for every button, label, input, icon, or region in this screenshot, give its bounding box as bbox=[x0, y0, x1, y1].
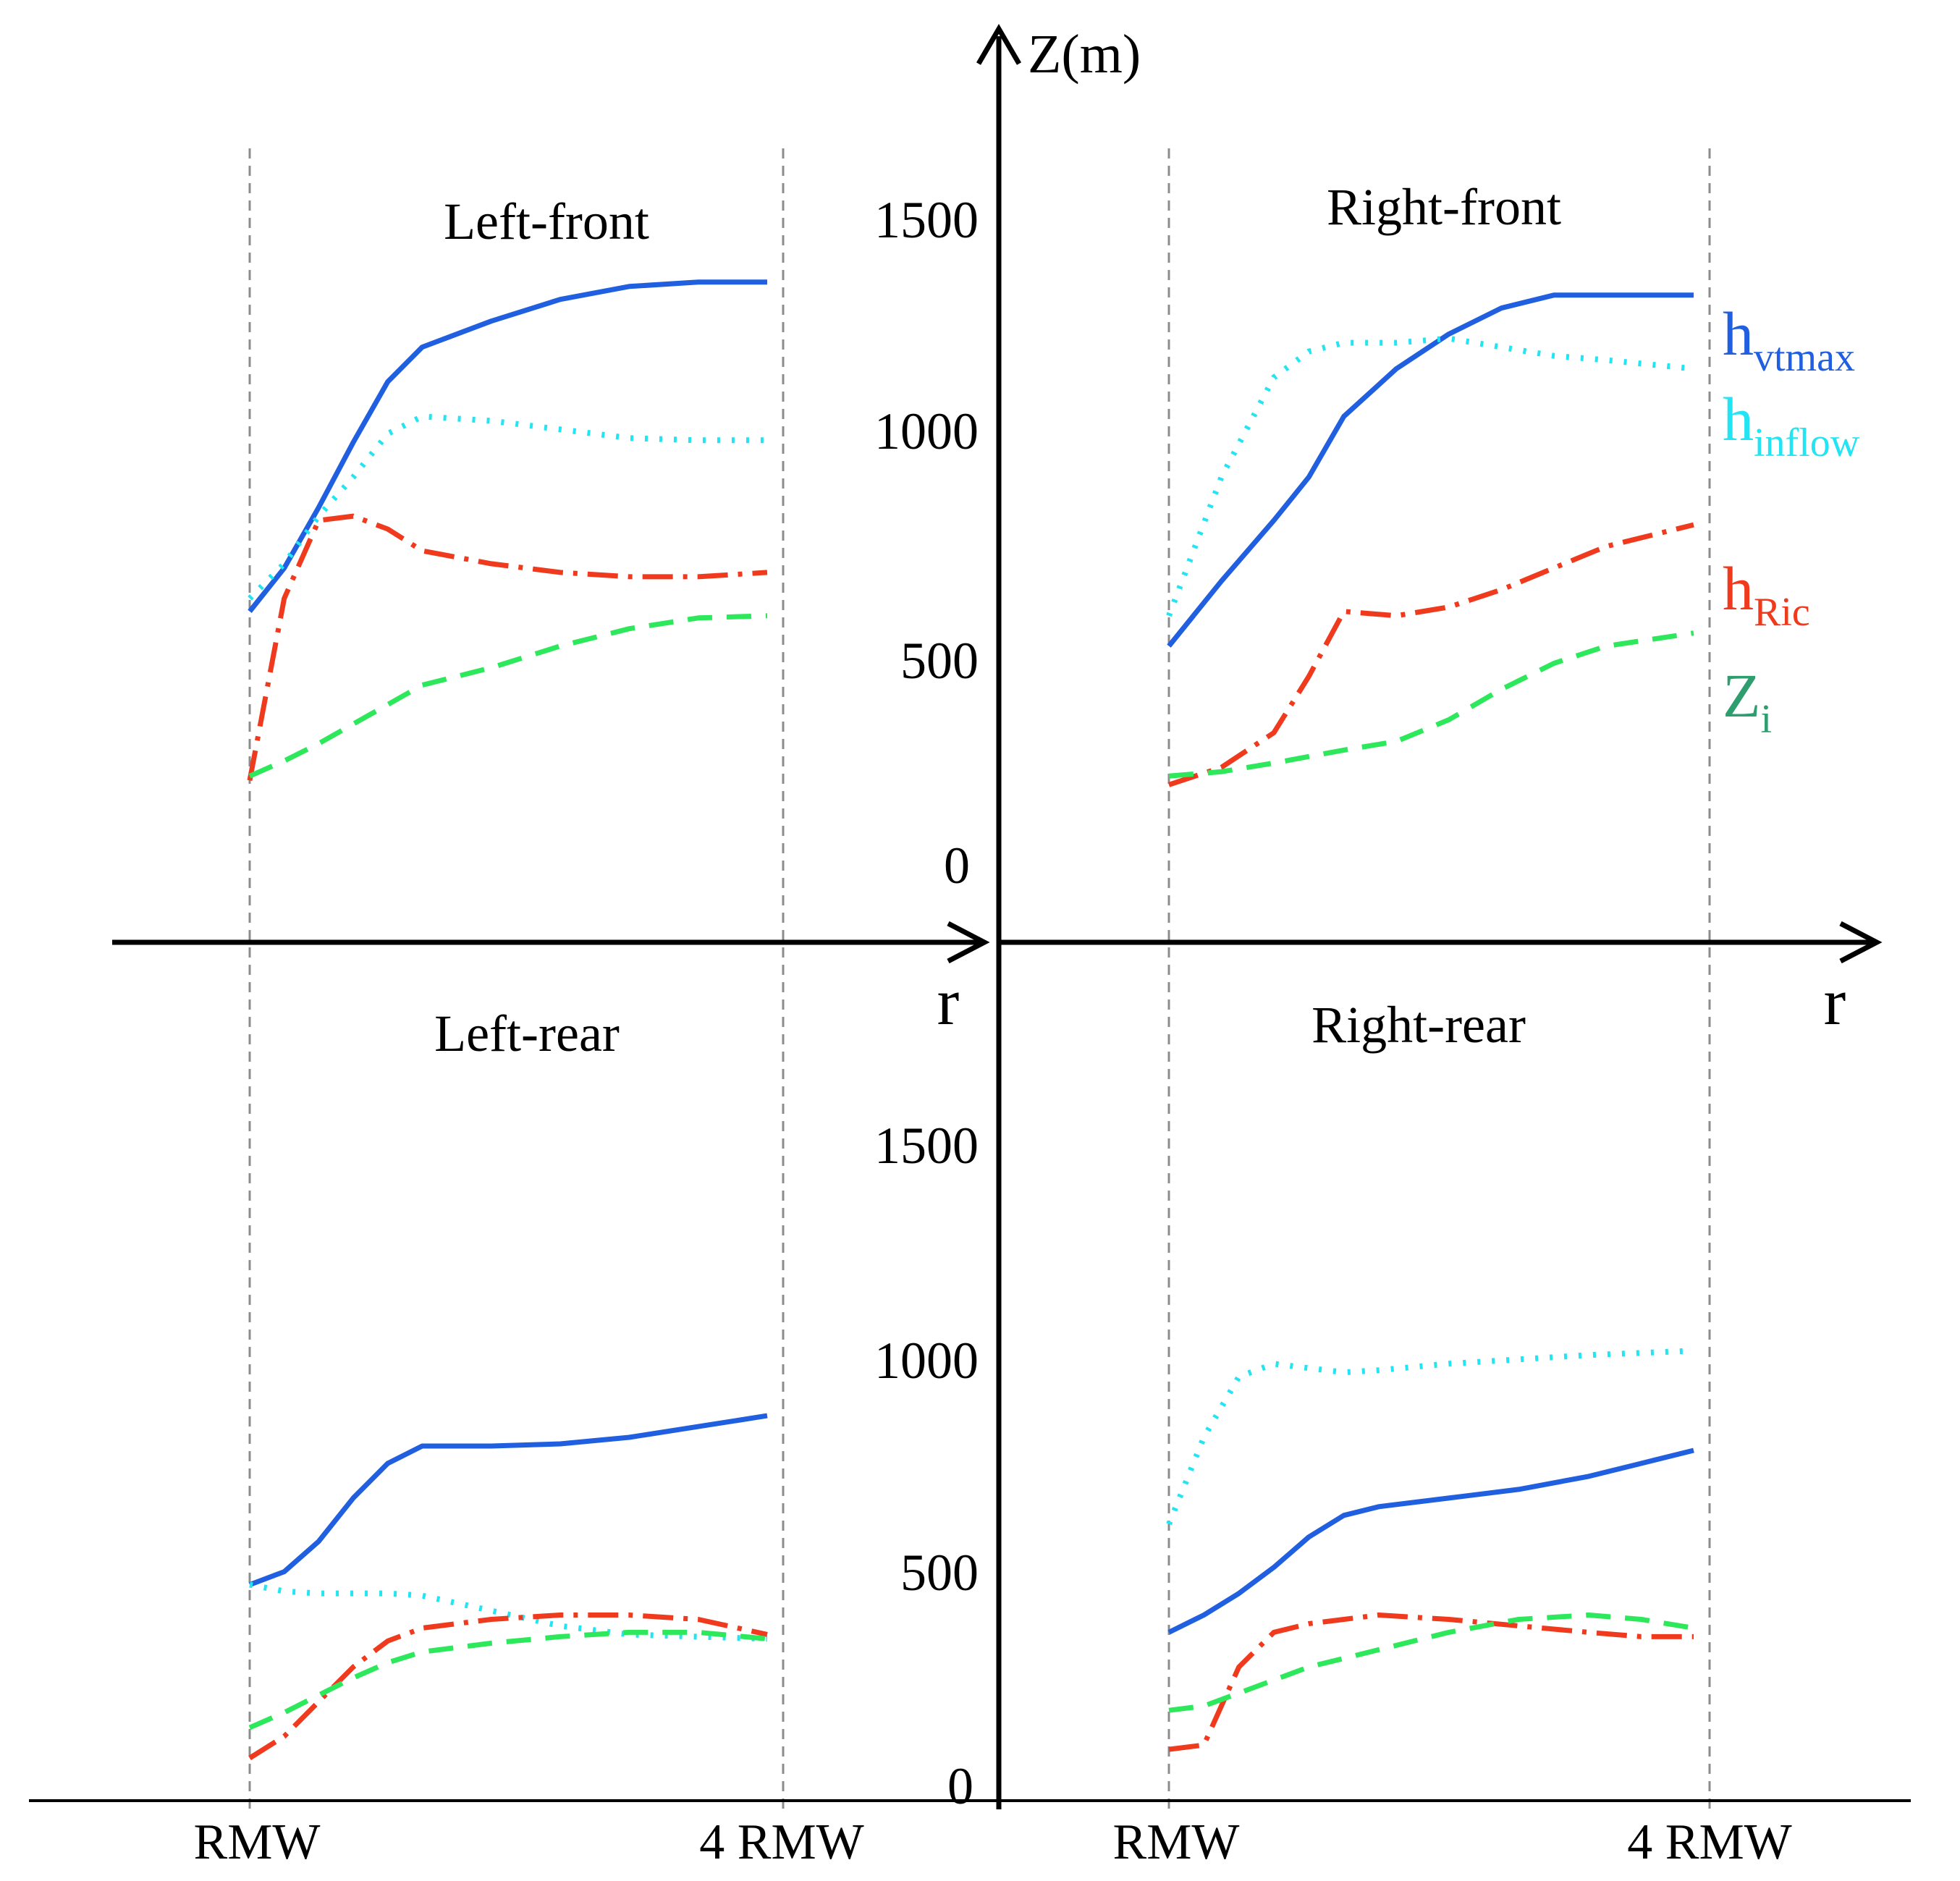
upper-y-tick-label-500: 500 bbox=[900, 632, 979, 690]
legend-hvtmax-sub: vtmax bbox=[1754, 335, 1855, 380]
right-x-label-4rmw: 4 RMW bbox=[1627, 1814, 1792, 1870]
legend-hRic-sub: Ric bbox=[1754, 590, 1810, 635]
upper-y-tick-label-0: 0 bbox=[944, 837, 970, 895]
legend-hRic: hRic bbox=[1723, 554, 1810, 635]
right-rear-panel-title: Right-rear bbox=[1311, 996, 1526, 1054]
axes-layer bbox=[29, 24, 1911, 1809]
left-rear-Zi-line bbox=[248, 1629, 768, 1730]
left-front-hRic-line bbox=[247, 513, 768, 781]
left-rear-hRic-line bbox=[248, 1612, 768, 1761]
legend-Zi: Zi bbox=[1723, 661, 1772, 742]
text-layer: Left-front Right-front Left-rear Right-rear… bbox=[194, 24, 1860, 1870]
right-r-axis-arrowhead bbox=[1839, 921, 1883, 964]
left-r-axis-arrowhead bbox=[947, 921, 990, 964]
upper-y-tick-label-1500: 1500 bbox=[874, 191, 979, 249]
lower-y-tick-label-1500: 1500 bbox=[874, 1117, 979, 1175]
right-x-label-rmw: RMW bbox=[1113, 1814, 1240, 1870]
left-rear-panel-title: Left-rear bbox=[434, 1005, 620, 1062]
lower-y-tick-label-500: 500 bbox=[900, 1544, 979, 1602]
lower-y-tick-label-0: 0 bbox=[947, 1757, 973, 1815]
legend-hinflow: hinflow bbox=[1723, 384, 1860, 465]
right-rear-Zi-line bbox=[1168, 1612, 1694, 1713]
left-rear-hinflow-line bbox=[249, 1581, 768, 1642]
left-x-label-rmw: RMW bbox=[194, 1814, 321, 1870]
legend-Zi-sub: i bbox=[1761, 697, 1773, 742]
series-layer bbox=[247, 279, 1694, 1761]
legend-Zi-main: Z bbox=[1723, 661, 1761, 730]
legend-hinflow-main: h bbox=[1723, 384, 1754, 454]
right-front-hvtmax-line bbox=[1167, 292, 1694, 648]
left-front-hvtmax-line bbox=[248, 279, 767, 613]
reference-lines-layer bbox=[248, 148, 1711, 1809]
left-rear-hvtmax-line bbox=[248, 1413, 768, 1587]
lower-y-tick-label-1000: 1000 bbox=[874, 1332, 979, 1390]
left-front-Zi-line bbox=[248, 613, 768, 779]
right-rear-hRic-line bbox=[1168, 1612, 1694, 1752]
z-axis-title: Z(m) bbox=[1028, 24, 1141, 85]
right-front-Zi-line bbox=[1168, 630, 1694, 779]
right-rear-hvtmax-line bbox=[1167, 1447, 1694, 1635]
right-front-hinflow-line bbox=[1166, 335, 1694, 617]
left-front-panel-title: Left-front bbox=[444, 193, 649, 250]
right-r-axis-title: r bbox=[1824, 965, 1846, 1039]
z-axis-arrowhead bbox=[976, 24, 1022, 65]
legend-hvtmax-main: h bbox=[1723, 299, 1754, 368]
left-front-hinflow-line bbox=[248, 413, 767, 601]
upper-y-tick-label-1000: 1000 bbox=[874, 402, 979, 460]
legend-hvtmax: hvtmax bbox=[1723, 299, 1855, 380]
left-x-label-4rmw: 4 RMW bbox=[699, 1814, 864, 1870]
left-r-axis-title: r bbox=[937, 965, 960, 1039]
legend-hRic-main: h bbox=[1723, 554, 1754, 623]
legend-hinflow-sub: inflow bbox=[1754, 420, 1860, 465]
right-front-hRic-line bbox=[1167, 522, 1694, 787]
right-front-panel-title: Right-front bbox=[1327, 178, 1561, 236]
